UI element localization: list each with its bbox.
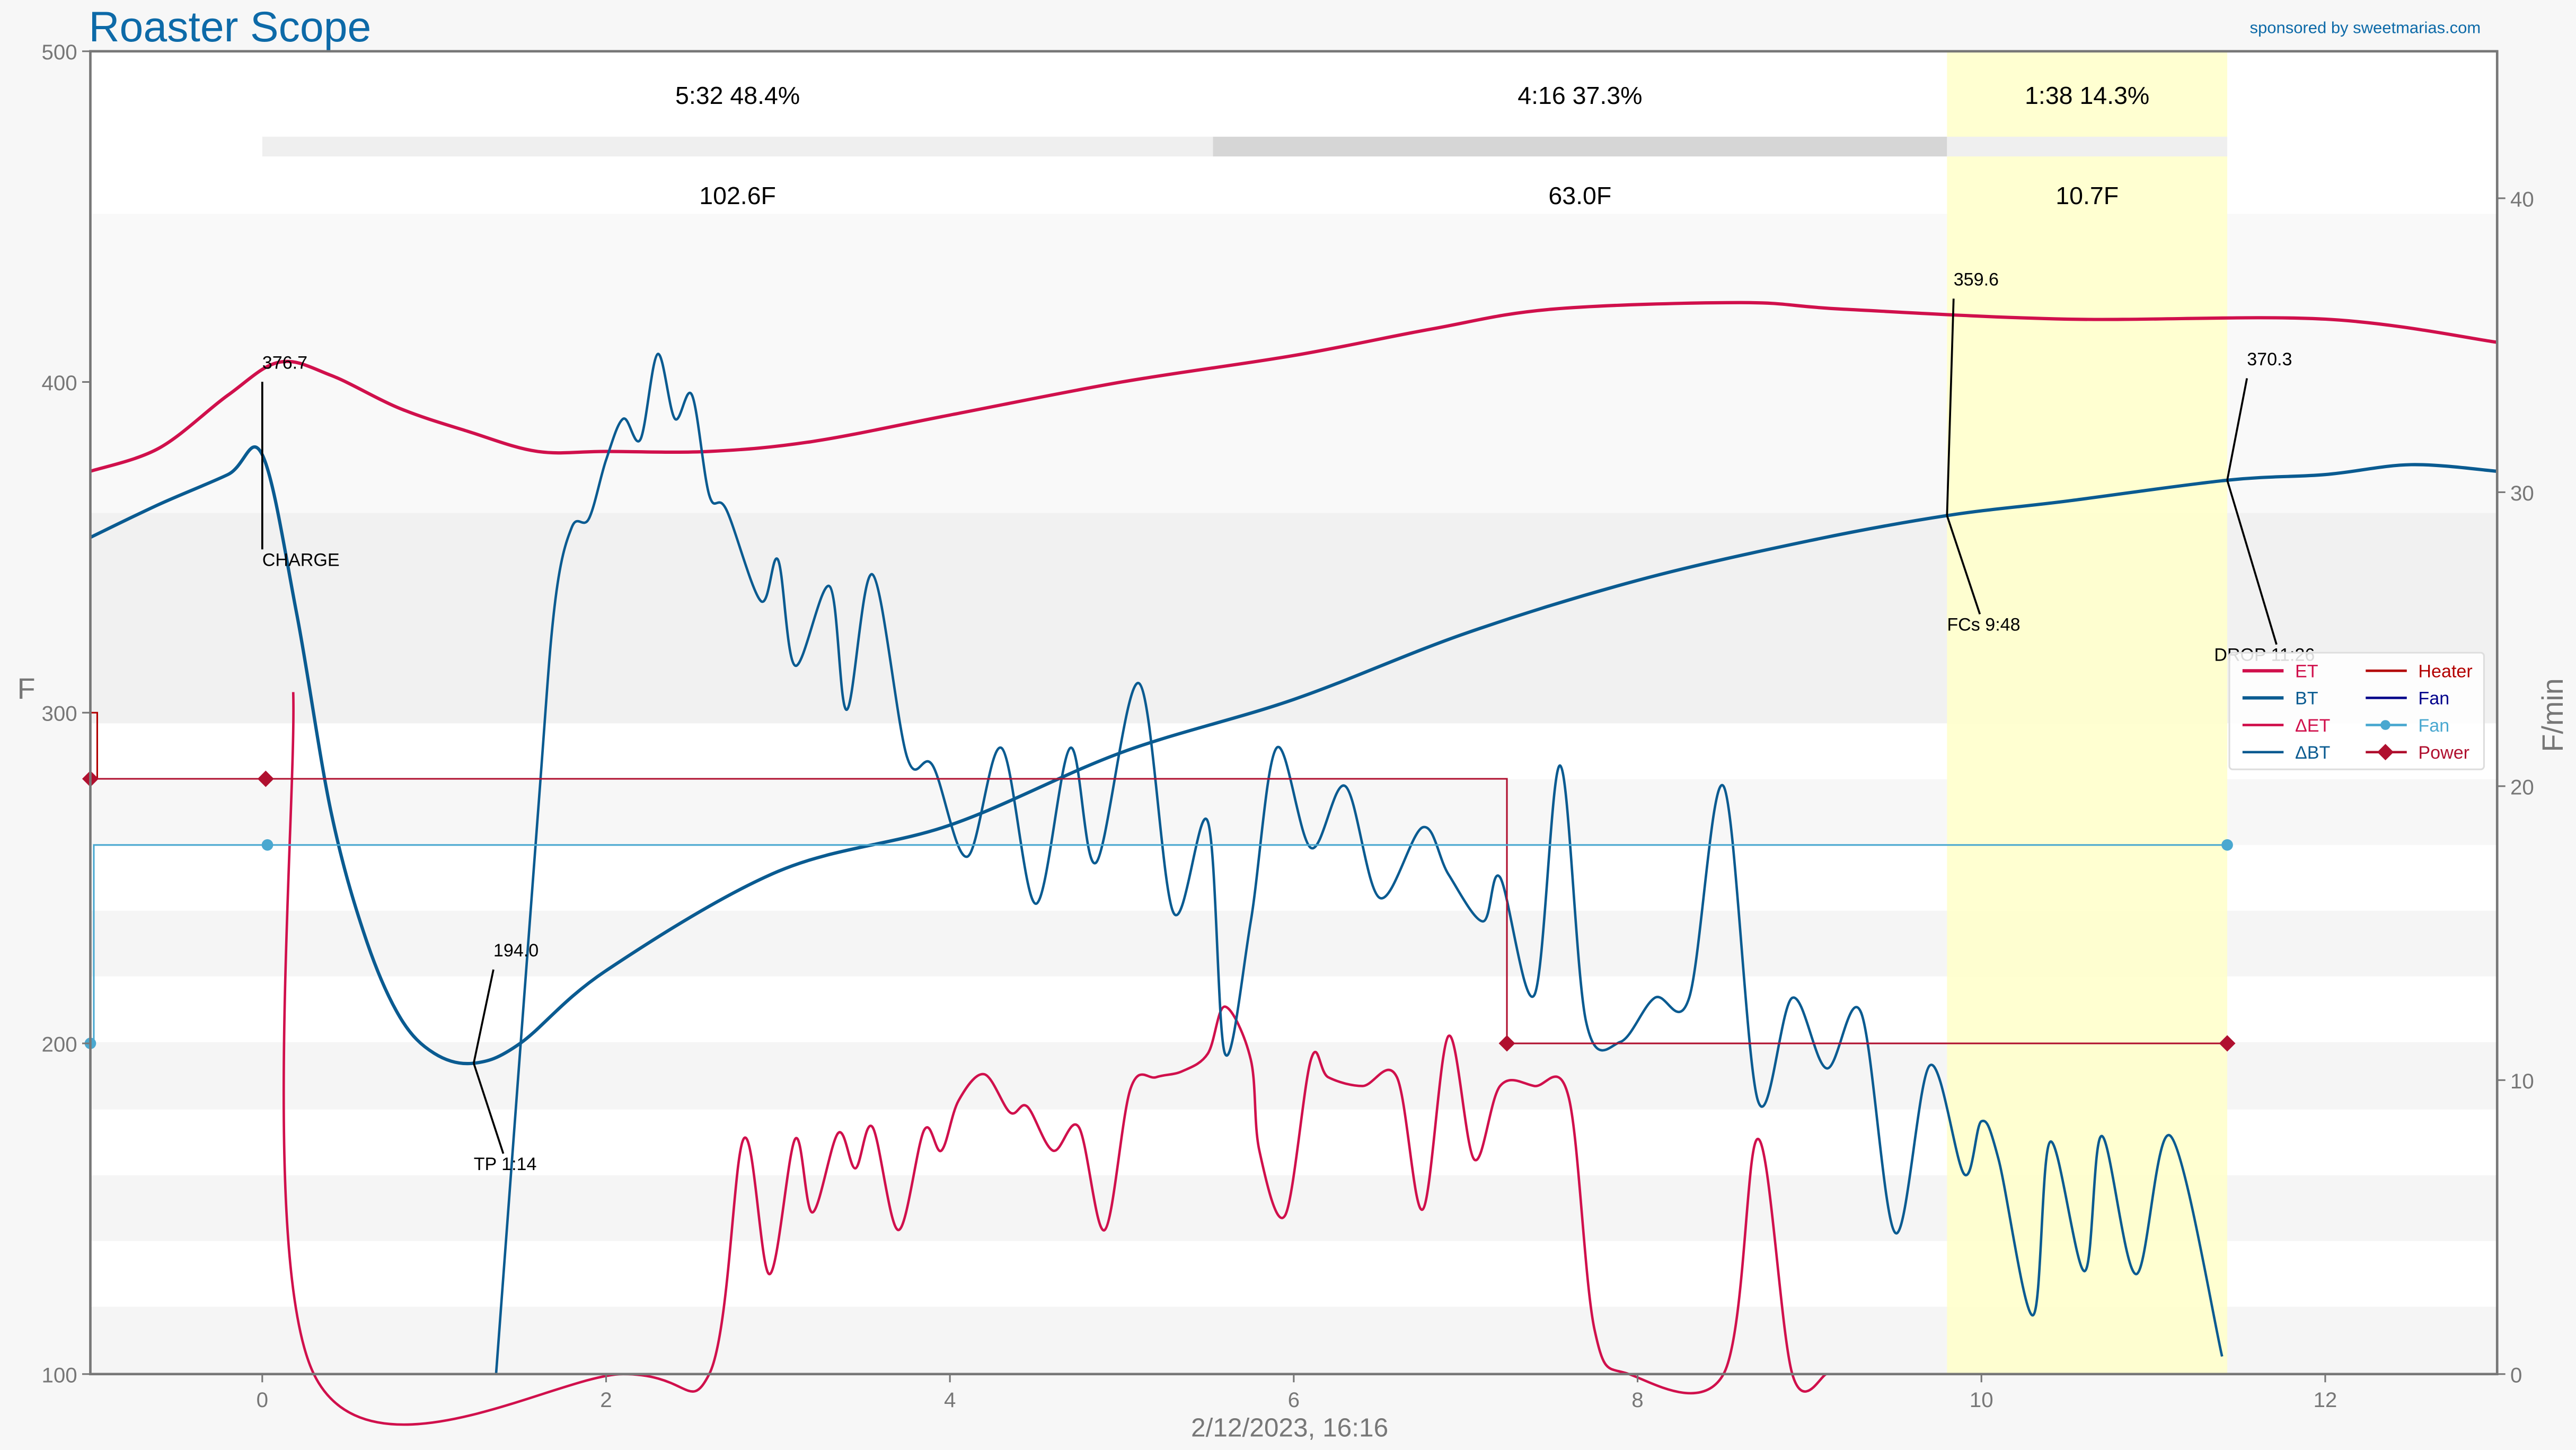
y2-tick-label: 0 — [2510, 1363, 2522, 1387]
x-tick-label: 10 — [1970, 1388, 1993, 1412]
annotation-leader — [2226, 378, 2248, 481]
series-delta-et-line — [282, 692, 1828, 1426]
x-tick-label: 12 — [2313, 1388, 2337, 1412]
phase-time-label: 4:16 37.3% — [1518, 82, 1642, 109]
power-marker — [2219, 1035, 2236, 1052]
annotation-leader — [472, 969, 495, 1064]
series-bt-line — [90, 445, 2498, 1066]
sponsor-link[interactable]: sponsored by sweetmarias.com — [2250, 19, 2481, 37]
legend-label: ΔBT — [2295, 743, 2330, 763]
annotation-leader — [2226, 480, 2278, 645]
first-crack-highlight — [1947, 51, 2228, 1374]
series-heater-line — [90, 711, 98, 779]
power-marker — [1498, 1035, 1515, 1052]
x-tick-label: 2 — [600, 1388, 612, 1412]
phase-bar-segment — [1213, 136, 1947, 157]
app-title: Roaster Scope — [89, 3, 371, 51]
annotation-value: 359.6 — [1954, 270, 1999, 290]
x-tick-label: 4 — [944, 1388, 956, 1412]
phase-bar-segment — [1947, 136, 2228, 157]
series-power-line — [90, 778, 2228, 1044]
phase-time-label: 5:32 48.4% — [675, 82, 800, 109]
x-tick-label: 6 — [1288, 1388, 1300, 1412]
series-et-line — [90, 301, 2498, 473]
x-axis-label: 2/12/2023, 16:16 — [1191, 1413, 1388, 1443]
phase-time-label: 1:38 14.3% — [2025, 82, 2149, 109]
annotation-label: CHARGE — [262, 550, 340, 570]
legend-label: ET — [2295, 662, 2318, 682]
fan-marker — [2221, 839, 2233, 851]
phase-delta-label: 63.0F — [1548, 182, 1611, 209]
fan-marker — [261, 839, 274, 851]
legend-label: ΔET — [2295, 716, 2330, 736]
annotation-value: 370.3 — [2247, 349, 2292, 370]
y-axis-label: F — [17, 672, 36, 705]
y-tick-label: 500 — [41, 40, 77, 64]
annotation-value: 376.7 — [262, 353, 307, 373]
legend-label: BT — [2295, 689, 2318, 709]
legend-label: Fan — [2418, 716, 2449, 736]
y2-axis-label: F/min — [2536, 678, 2569, 752]
legend-label: Power — [2418, 743, 2469, 763]
y-tick-label: 400 — [41, 371, 77, 395]
phase-bar-segment — [262, 136, 1213, 157]
legend-marker-circle — [2380, 720, 2390, 730]
legend-box — [2228, 652, 2485, 770]
legend: ET BT ΔET ΔBT Heater Fan Fan Power — [2228, 652, 2485, 770]
legend-label: Heater — [2418, 662, 2472, 682]
legend-label: Fan — [2418, 689, 2449, 709]
y2-tick-label: 30 — [2510, 481, 2534, 505]
y2-tick-label: 40 — [2510, 187, 2534, 211]
annotation-value: 194.0 — [493, 941, 539, 961]
y-tick-label: 200 — [41, 1033, 77, 1057]
y-tick-label: 300 — [41, 702, 77, 726]
x-tick-label: 8 — [1631, 1388, 1643, 1412]
annotation-label: FCs 9:48 — [1947, 614, 2020, 635]
y-tick-label: 100 — [41, 1363, 77, 1387]
y2-tick-label: 10 — [2510, 1069, 2534, 1093]
annotation-leader — [472, 1062, 505, 1154]
annotation-label: TP 1:14 — [474, 1154, 537, 1174]
x-tick-label: 0 — [257, 1388, 268, 1412]
annotation-leader — [1946, 298, 1955, 516]
annotation-leader — [1946, 515, 1981, 615]
phase-delta-label: 10.7F — [2055, 182, 2119, 209]
series-delta-bt-line — [495, 353, 2224, 1374]
y2-tick-label: 20 — [2510, 775, 2534, 799]
phase-delta-label: 102.6F — [699, 182, 776, 209]
